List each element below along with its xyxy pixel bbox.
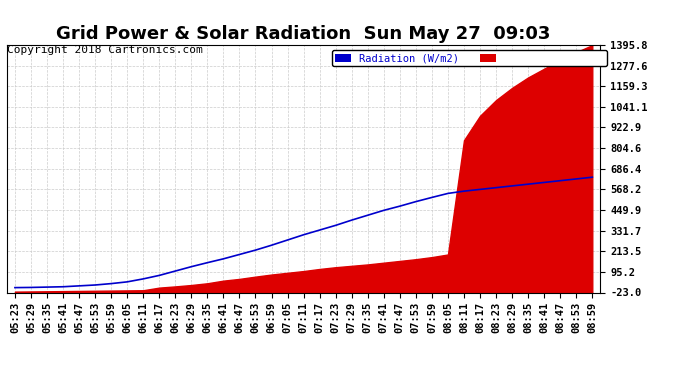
Text: Copyright 2018 Cartronics.com: Copyright 2018 Cartronics.com — [7, 45, 203, 55]
Legend: Radiation (W/m2), Grid  (AC Watts): Radiation (W/m2), Grid (AC Watts) — [333, 50, 607, 66]
Title: Grid Power & Solar Radiation  Sun May 27  09:03: Grid Power & Solar Radiation Sun May 27 … — [57, 26, 551, 44]
